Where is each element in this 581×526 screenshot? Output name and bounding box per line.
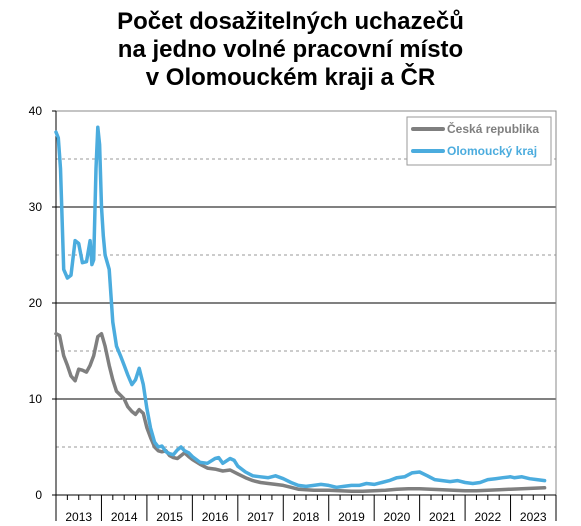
series-line-olomoucky-kraj <box>54 125 547 490</box>
x-tick-label-2016: 2016 <box>202 510 229 524</box>
y-tick-label-0: 0 <box>35 488 42 502</box>
y-tick-label-10: 10 <box>29 392 43 406</box>
x-tick-label-2017: 2017 <box>247 510 274 524</box>
x-tick-label-2014: 2014 <box>111 510 138 524</box>
chart-title-line-3: v Olomouckém kraji a ČR <box>145 64 436 91</box>
x-tick-label-2020: 2020 <box>384 510 411 524</box>
y-tick-label-40: 40 <box>29 104 43 118</box>
legend-box <box>406 116 552 166</box>
series-line-ceska-republika <box>54 331 547 493</box>
legend-label-0: Česká republika <box>447 121 539 136</box>
x-tick-label-2013: 2013 <box>65 510 92 524</box>
chart-title-line-2: na jedno volné pracovní místo <box>117 36 464 63</box>
x-tick-label-2023: 2023 <box>520 510 547 524</box>
x-tick-label-2021: 2021 <box>429 510 456 524</box>
y-tick-label-20: 20 <box>29 296 43 310</box>
chart-title: Počet dosažitelných uchazečů na jedno vo… <box>0 8 581 92</box>
y-tick-label-30: 30 <box>29 200 43 214</box>
legend-label-1: Olomoucký kraj <box>447 144 537 158</box>
x-tick-label-2022: 2022 <box>474 510 501 524</box>
x-tick-label-2015: 2015 <box>156 510 183 524</box>
x-tick-label-2018: 2018 <box>293 510 320 524</box>
x-tick-label-2019: 2019 <box>338 510 365 524</box>
chart-title-line-1: Počet dosažitelných uchazečů <box>117 8 464 35</box>
